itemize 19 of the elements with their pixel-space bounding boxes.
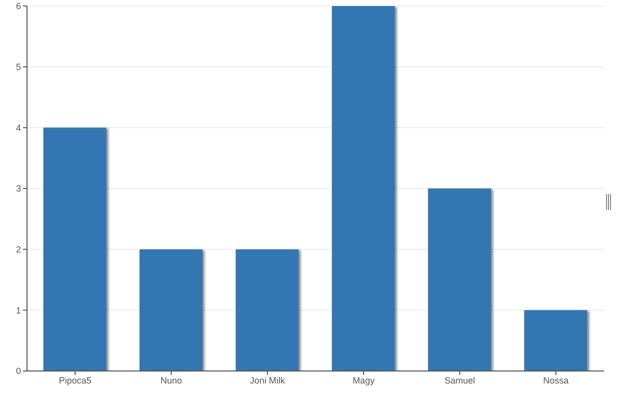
y-tick-label: 4: [16, 122, 21, 133]
x-tick-label: Magy: [352, 375, 376, 386]
x-tick-label: Nuno: [160, 375, 182, 386]
bar: [332, 6, 395, 371]
y-tick-label: 0: [16, 366, 21, 376]
y-tick-label: 5: [16, 62, 21, 72]
y-tick-label: 3: [16, 184, 21, 194]
x-tick-label: Samuel: [444, 375, 476, 386]
bar: [43, 128, 106, 371]
x-tick-label: Pipoca5: [58, 375, 92, 386]
y-tick-label: 1: [16, 305, 21, 316]
bar: [428, 188, 492, 371]
bar: [236, 249, 299, 371]
y-tick-label: 6: [16, 1, 21, 12]
y-tick-label: 2: [16, 244, 21, 255]
bar: [140, 249, 203, 371]
bar: [524, 310, 588, 371]
x-tick-label: Nossa: [543, 375, 569, 386]
x-tick-label: Joni Milk: [250, 375, 286, 386]
